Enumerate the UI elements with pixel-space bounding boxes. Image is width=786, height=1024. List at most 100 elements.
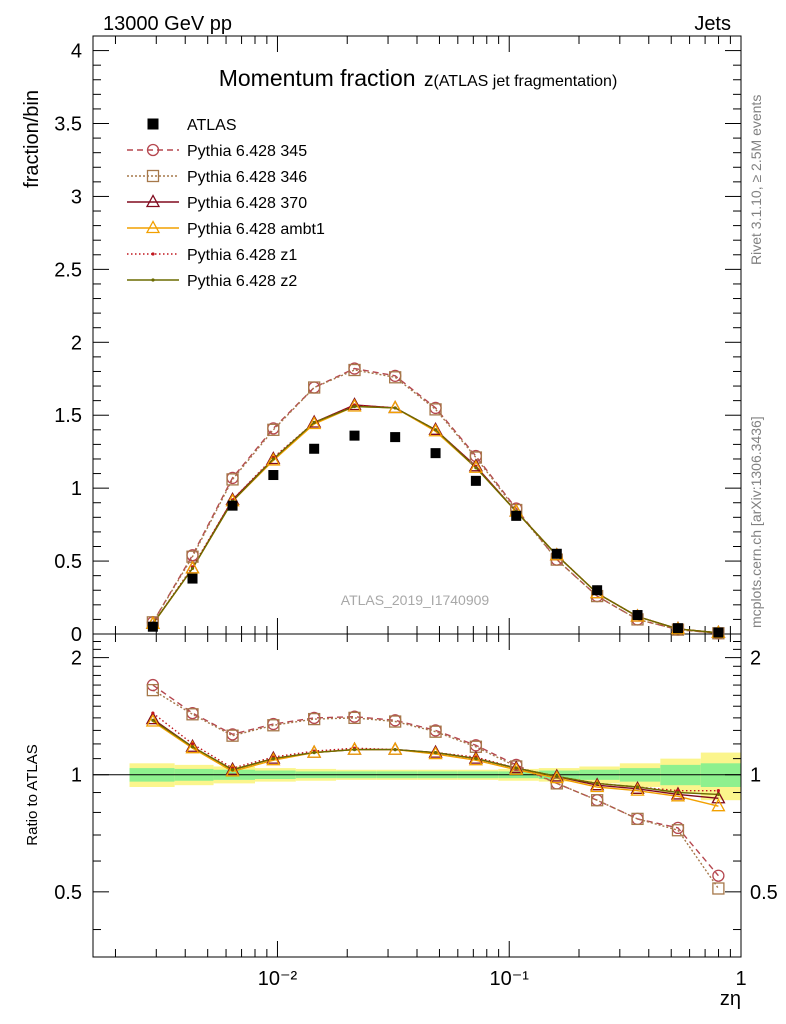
ratio-marker-1-5 — [348, 711, 361, 725]
legend-marker-6 — [151, 278, 155, 282]
main-marker-5-3 — [271, 457, 275, 461]
ratio-marker-1-3 — [267, 719, 280, 732]
ratio-y-tick-label: 2 — [71, 648, 82, 670]
main-marker-5-7 — [433, 428, 438, 432]
main-marker-2-7 — [428, 421, 443, 435]
analysis-watermark: ATLAS_2019_I1740909 — [341, 592, 490, 608]
main-y-tick-label: 0.5 — [54, 551, 82, 573]
atlas-data-point-9 — [511, 510, 522, 521]
atlas-data-point-11 — [592, 585, 603, 596]
main-marker-2-3 — [266, 451, 281, 465]
main-y-tick-label: 2.5 — [54, 259, 82, 281]
ratio-y-tick-label: 1 — [71, 765, 82, 787]
main-marker-1-3 — [267, 423, 280, 436]
atlas-data-point-4 — [309, 443, 320, 454]
main-marker-3-1 — [185, 560, 200, 574]
main-y-tick-label: 0 — [71, 624, 82, 646]
ratio-marker-5-6 — [393, 748, 397, 752]
title-paren: (ATLAS jet fragmentation) — [433, 73, 617, 90]
ratio-marker-5-5 — [352, 748, 357, 752]
ratio-marker-5-10 — [555, 774, 559, 779]
main-line-1 — [152, 369, 719, 634]
ratio-marker-2-12 — [630, 780, 645, 794]
x-tick-label: 10⁻² — [258, 968, 298, 990]
ratio-y-tick-label-right: 2 — [750, 648, 761, 670]
ratio-marker-5-1 — [190, 745, 195, 749]
ratio-marker-3-4 — [307, 744, 322, 758]
ratio-marker-4-0 — [151, 711, 155, 715]
ratio-line-0 — [152, 684, 719, 877]
main-marker-1-5 — [348, 363, 361, 377]
legend-label-0: ATLAS — [187, 117, 237, 134]
ratio-marker-5-11 — [595, 781, 599, 785]
legend: ATLAS Pythia 6.428 345 Pythia 6.428 346 Pyt… — [127, 117, 325, 290]
main-marker-2-4 — [307, 414, 322, 428]
atlas-data-point-3 — [268, 470, 279, 481]
legend-marker-0 — [147, 118, 159, 130]
x-axis-label: zη — [720, 988, 741, 1010]
ratio-marker-2-9 — [509, 760, 524, 774]
legend-label-1: Pythia 6.428 345 — [187, 143, 307, 160]
atlas-data-point-10 — [551, 548, 562, 559]
legend-marker-2 — [146, 169, 160, 183]
ratio-marker-5-8 — [474, 757, 478, 761]
ratio-marker-3-3 — [266, 752, 281, 766]
main-marker-3-6 — [388, 400, 403, 414]
ratio-marker-1-7 — [429, 725, 442, 738]
ratio-marker-2-11 — [590, 777, 605, 791]
ratio-marker-1-6 — [389, 715, 402, 728]
ratio-y-tick-label-right: 0.5 — [750, 882, 778, 904]
ratio-marker-2-7 — [428, 744, 443, 758]
ratio-marker-5-7 — [433, 750, 438, 755]
ratio-marker-3-5 — [347, 741, 362, 755]
ratio-marker-1-14 — [712, 882, 725, 895]
main-marker-5-5 — [352, 404, 357, 409]
ratio-marker-3-9 — [509, 761, 524, 775]
ratio-marker-2-1 — [185, 738, 200, 752]
ratio-marker-3-8 — [468, 752, 483, 766]
main-marker-5-1 — [190, 566, 195, 570]
main-marker-1-6 — [389, 371, 402, 384]
legend-marker-3 — [145, 194, 161, 208]
ratio-marker-3-2 — [225, 763, 240, 777]
ratio-marker-1-4 — [308, 712, 321, 726]
ratio-marker-1-12 — [631, 812, 644, 826]
atlas-data-point-5 — [349, 430, 360, 441]
atlas-data-point-6 — [390, 432, 401, 443]
ratio-marker-2-2 — [225, 761, 240, 775]
ratio-marker-2-10 — [549, 768, 564, 782]
legend-marker-4 — [145, 220, 161, 234]
ratio-marker-5-13 — [676, 790, 680, 795]
main-y-tick-label: 3 — [71, 186, 82, 208]
ratio-marker-3-0 — [145, 713, 160, 727]
ratio-marker-4-1 — [190, 742, 195, 746]
atlas-data-point-14 — [713, 627, 724, 638]
ratio-y-tick-label-right: 1 — [750, 765, 761, 787]
ratio-marker-3-1 — [185, 740, 200, 754]
main-marker-1-8 — [469, 451, 483, 464]
ratio-marker-1-1 — [186, 708, 199, 721]
ratio-marker-2-14 — [711, 790, 726, 804]
ratio-marker-5-14 — [716, 792, 720, 797]
main-marker-5-8 — [474, 466, 478, 470]
atlas-data-point-8 — [470, 475, 481, 486]
ratio-marker-3-14 — [711, 798, 726, 812]
main-marker-2-8 — [468, 458, 483, 472]
main-marker-3-7 — [428, 423, 443, 437]
ratio-marker-2-3 — [266, 750, 281, 764]
main-chart-title: Momentum fraction z(ATLAS jet fragmentat… — [219, 65, 618, 91]
legend-label-4: Pythia 6.428 ambt1 — [187, 221, 325, 238]
ratio-y-axis-label: Ratio to ATLAS — [24, 744, 41, 845]
main-y-tick-label: 1 — [71, 478, 82, 500]
rivet-version-label: Rivet 3.1.10, ≥ 2.5M events — [748, 95, 764, 265]
ratio-marker-0-14 — [712, 869, 725, 882]
ratio-marker-5-2 — [230, 768, 235, 772]
title-text: Momentum fraction — [219, 65, 416, 91]
main-marker-5-6 — [393, 406, 397, 410]
x-tick-label: 10⁻¹ — [489, 968, 529, 990]
title-symbol: z — [424, 70, 434, 91]
ratio-marker-1-13 — [671, 824, 685, 837]
main-y-tick-label: 4 — [71, 41, 82, 63]
mcplots-label: mcplots.cern.ch [arXiv:1306.3436] — [748, 416, 764, 628]
